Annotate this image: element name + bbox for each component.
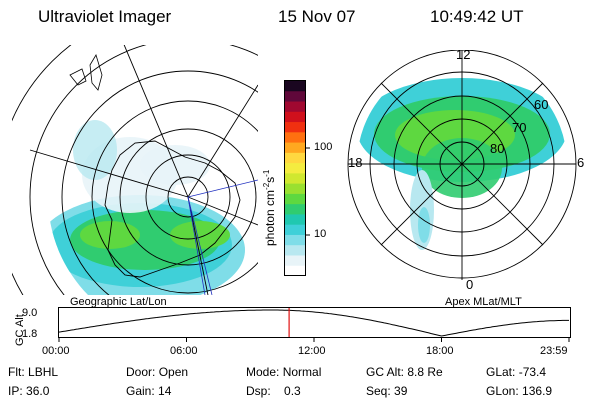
altitude-ytick-min: 1.8	[22, 328, 38, 340]
altitude-xtick-0: 00:00	[42, 345, 70, 357]
colorbar-segment	[285, 203, 305, 215]
magnetic-caption: Apex MLat/MLT	[445, 296, 522, 308]
mlt-label-18: 18	[348, 155, 363, 170]
colorbar-segment	[285, 121, 305, 133]
mlat-label-80: 80	[490, 141, 505, 156]
date-label: 15 Nov 07	[278, 7, 356, 26]
altitude-xtick-4: 23:59	[540, 345, 568, 357]
altitude-plot	[58, 307, 571, 342]
colorbar-segment	[285, 193, 305, 205]
colorbar-segment	[285, 183, 305, 194]
info-mode: Mode: Normal	[246, 365, 322, 379]
colorbar-segment	[285, 142, 305, 153]
mlt-label-12: 12	[456, 47, 471, 62]
mlat-label-70: 70	[512, 120, 527, 135]
info-glat: GLat: -73.4	[486, 365, 547, 379]
colorbar-segment	[285, 244, 305, 256]
altitude-xtick-3: 18:00	[426, 345, 454, 357]
time-label: 10:49:42 UT	[430, 7, 524, 26]
colorbar-tick-100: 100	[314, 141, 333, 153]
colorbar-segment	[285, 234, 305, 246]
info-gcalt: GC Alt: 8.8 Re	[366, 365, 443, 379]
colorbar-segment	[285, 162, 305, 174]
colorbar-segment	[285, 131, 305, 143]
info-gain: Gain: 14	[126, 384, 172, 398]
info-ip: IP: 36.0	[8, 384, 50, 398]
mlt-label-6: 6	[577, 155, 585, 170]
altitude-xtick-1: 06:00	[170, 345, 198, 357]
info-seq: Seq: 39	[366, 384, 408, 398]
colorbar-segment	[285, 224, 305, 235]
colorbar-unit: photon cm-2s-1	[262, 169, 277, 246]
geographic-caption: Geographic Lat/Lon	[70, 296, 167, 308]
colorbar-segment	[285, 265, 305, 276]
colorbar-segment	[285, 254, 305, 266]
altitude-xtick-2: 12:00	[298, 345, 326, 357]
info-glon: GLon: 136.9	[486, 384, 553, 398]
colorbar-segment	[285, 90, 305, 102]
instrument-title: Ultraviolet Imager	[38, 7, 172, 26]
altitude-ytick-max: 9.0	[22, 307, 38, 319]
info-flt: Flt: LBHL	[8, 365, 59, 379]
geographic-image-panel	[12, 45, 258, 295]
info-door: Door: Open	[126, 365, 189, 379]
auroral-emission-right	[357, 78, 567, 269]
colorbar-tick-10: 10	[314, 228, 327, 240]
magnetic-image-panel	[347, 50, 577, 280]
colorbar-segment	[285, 152, 305, 164]
colorbar-segment	[285, 101, 305, 112]
colorbar-segment	[285, 172, 305, 184]
mlt-label-0: 0	[466, 277, 474, 292]
colorbar	[284, 80, 310, 276]
colorbar-segment	[285, 80, 305, 92]
colorbar-segment	[285, 111, 305, 123]
info-dsp: Dsp: 0.3	[246, 384, 301, 398]
mlat-label-60: 60	[534, 97, 549, 112]
colorbar-segment	[285, 213, 305, 225]
